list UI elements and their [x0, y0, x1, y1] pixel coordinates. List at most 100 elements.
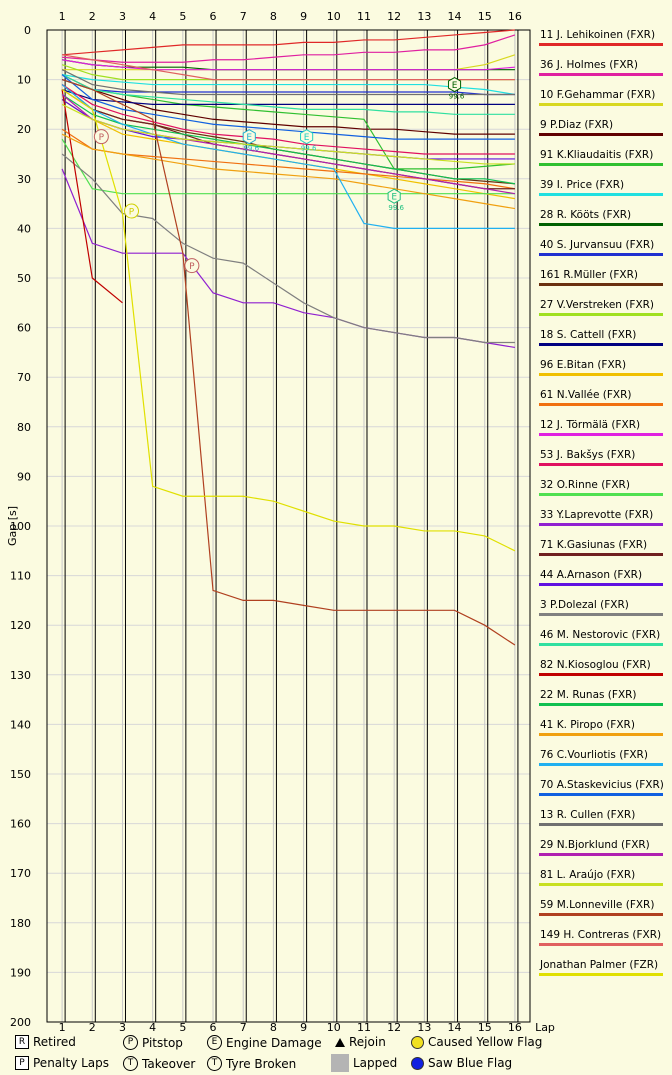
legend-label: 70 A.Staskevicius (FXR) — [540, 779, 664, 791]
y-tick-label: 110 — [10, 570, 31, 583]
legend-item: 53 J. Bakšys (FXR) — [535, 446, 663, 476]
key-tyre-label: Tyre Broken — [226, 1056, 297, 1071]
x-tick-label-bottom: 6 — [210, 1021, 217, 1034]
legend-swatch — [539, 193, 663, 196]
legend-item: 27 V.Verstreken (FXR) — [535, 296, 663, 326]
legend-label: 10 F.Gehammar (FXR) — [540, 89, 656, 101]
series-line-21 — [61, 89, 123, 304]
legend-swatch — [539, 583, 663, 586]
rejoin-icon — [335, 1037, 345, 1047]
key-engine-label: Engine Damage — [226, 1035, 322, 1050]
legend-item: 28 R. Kööts (FXR) — [535, 206, 663, 236]
x-tick-label-top: 4 — [149, 10, 156, 23]
x-tick-label-bottom: 3 — [119, 1021, 126, 1034]
legend-label: 61 N.Vallée (FXR) — [540, 389, 632, 401]
x-tick-label-bottom: 2 — [89, 1021, 96, 1034]
series-line-1 — [62, 34, 516, 63]
legend-swatch — [539, 43, 663, 46]
legend-label: 44 A.Arnason (FXR) — [540, 569, 643, 581]
marker-letter: P — [189, 262, 195, 272]
x-tick-label-top: 10 — [327, 10, 341, 23]
legend-item: 40 S. Jurvansuu (FXR) — [535, 236, 663, 266]
key-penalty: P Penalty Laps — [15, 1056, 109, 1070]
y-tick-label: 80 — [17, 421, 31, 434]
takeover-icon: T — [123, 1056, 138, 1071]
legend-item: 3 P.Dolezal (FXR) — [535, 596, 663, 626]
legend-label: 29 N.Bjorklund (FXR) — [540, 839, 650, 851]
marker-key: R Retired P Penalty Laps P Pitstop T Tak… — [15, 1035, 665, 1075]
legend-label: 12 J. Törmälä (FXR) — [540, 419, 641, 431]
engine-damage-marker — [300, 129, 314, 145]
y-tick-label: 190 — [10, 966, 31, 979]
legend-item: 46 M. Nestorovic (FXR) — [535, 626, 663, 656]
legend-swatch — [539, 283, 663, 286]
legend-label: 33 Y.Laprevotte (FXR) — [540, 509, 654, 521]
x-tick-label-top: 1 — [59, 10, 66, 23]
legend-item: 9 P.Diaz (FXR) — [535, 116, 663, 146]
series-line-26 — [61, 69, 515, 96]
x-tick-label-bottom: 13 — [417, 1021, 431, 1034]
marker-letter: P — [99, 133, 105, 143]
key-rejoin: Rejoin — [335, 1035, 386, 1049]
legend-item: 39 I. Price (FXR) — [535, 176, 663, 206]
y-tick-label: 30 — [17, 173, 31, 186]
y-tick-label: 40 — [17, 222, 31, 235]
x-tick-label-bottom: 14 — [448, 1021, 462, 1034]
marker-letter: E — [391, 193, 397, 203]
x-tick-label-bottom: 11 — [357, 1021, 371, 1034]
x-tick-label-top: 5 — [179, 10, 186, 23]
series-line-13 — [61, 59, 515, 71]
series-line-12 — [61, 128, 516, 190]
key-retired-label: Retired — [33, 1035, 76, 1049]
engine-damage-icon: E — [207, 1035, 222, 1050]
key-engine: E Engine Damage — [207, 1035, 322, 1050]
key-yellow: Caused Yellow Flag — [411, 1035, 542, 1049]
legend-item: 29 N.Bjorklund (FXR) — [535, 836, 663, 866]
legend-label: 18 S. Cattell (FXR) — [540, 329, 637, 341]
y-tick-label: 100 — [10, 520, 31, 533]
x-tick-label-bottom: 9 — [300, 1021, 307, 1034]
legend-swatch — [539, 433, 663, 436]
x-axis-label: Lap — [535, 1021, 555, 1034]
legend-label: 149 H. Contreras (FXR) — [540, 929, 662, 941]
y-tick-label: 50 — [17, 272, 31, 285]
y-tick-label: 150 — [10, 768, 31, 781]
legend-item: 61 N.Vallée (FXR) — [535, 386, 663, 416]
key-lapped: Lapped — [331, 1054, 397, 1072]
legend-label: 28 R. Kööts (FXR) — [540, 209, 632, 221]
legend-item: 96 E.Bitan (FXR) — [535, 356, 663, 386]
lapped-swatch-icon — [331, 1054, 349, 1072]
marker-note: 99.6 — [449, 93, 465, 101]
legend-swatch — [539, 793, 663, 796]
series-line-10 — [61, 88, 515, 106]
legend-label: 32 O.Rinne (FXR) — [540, 479, 630, 491]
legend-label: 76 C.Vourliotis (FXR) — [540, 749, 648, 761]
legend-label: 46 M. Nestorovic (FXR) — [540, 629, 661, 641]
legend-item: 71 K.Gasiunas (FXR) — [535, 536, 663, 566]
x-tick-label-top: 13 — [417, 10, 431, 23]
y-tick-label: 170 — [10, 867, 31, 880]
legend-label: 41 K. Piropo (FXR) — [540, 719, 635, 731]
legend-swatch — [539, 313, 663, 316]
legend-swatch — [539, 223, 663, 226]
key-pitstop: P Pitstop — [123, 1035, 183, 1050]
key-pitstop-label: Pitstop — [142, 1035, 183, 1050]
legend-swatch — [539, 493, 663, 496]
legend-swatch — [539, 523, 663, 526]
key-penalty-label: Penalty Laps — [33, 1056, 110, 1070]
legend-swatch — [539, 763, 663, 766]
key-blue: Saw Blue Flag — [411, 1056, 512, 1070]
pitstop-icon: P — [123, 1035, 138, 1050]
legend-label: 96 E.Bitan (FXR) — [540, 359, 627, 371]
y-tick-label: 160 — [10, 818, 31, 831]
y-tick-label: 20 — [17, 123, 31, 136]
legend-label: 22 M. Runas (FXR) — [540, 689, 637, 701]
marker-letter: P — [129, 208, 135, 218]
yellow-flag-icon — [411, 1035, 424, 1049]
x-tick-label-top: 15 — [478, 10, 492, 23]
x-tick-label-bottom: 16 — [508, 1021, 522, 1034]
retired-icon: R — [15, 1035, 29, 1049]
key-takeover-label: Takeover — [142, 1056, 196, 1071]
pitstop-marker — [93, 129, 109, 145]
legend-swatch — [539, 703, 663, 706]
